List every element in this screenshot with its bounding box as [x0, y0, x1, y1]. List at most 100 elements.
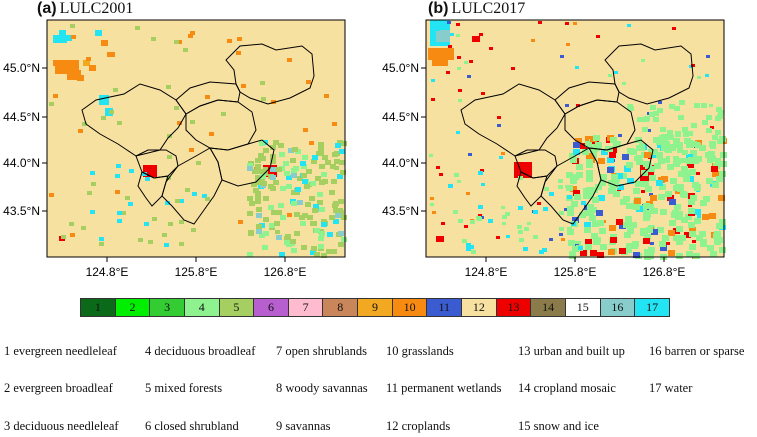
land-cover-cell — [523, 247, 528, 251]
land-cover-cell — [707, 158, 713, 163]
land-cover-cell — [247, 196, 253, 201]
land-cover-cell — [596, 210, 603, 216]
land-cover-cell — [334, 166, 339, 170]
land-cover-cell — [662, 235, 669, 241]
land-cover-cell — [672, 27, 676, 30]
land-cover-cell — [579, 212, 586, 218]
land-cover-cell — [189, 148, 194, 152]
land-cover-cell — [70, 233, 75, 237]
land-cover-cell — [466, 192, 470, 195]
panel-title: (b) LULC2017 — [428, 0, 525, 20]
land-cover-cell — [566, 185, 573, 191]
land-cover-cell — [688, 222, 695, 228]
land-cover-cell — [684, 170, 691, 176]
land-cover-cell — [670, 146, 676, 151]
land-cover-cell — [256, 207, 262, 212]
land-cover-cell — [255, 180, 261, 185]
land-cover-cell — [496, 236, 500, 239]
class-label: 15 snow and ice — [518, 419, 599, 433]
land-cover-cell — [478, 214, 482, 217]
land-cover-cell — [627, 228, 634, 234]
land-cover-cell — [632, 241, 639, 247]
land-cover-cell — [502, 215, 507, 219]
land-cover-cell — [291, 168, 297, 173]
land-cover-cell — [647, 204, 654, 210]
land-cover-cell — [580, 250, 587, 256]
lon-tick-label: 126.8°E — [643, 265, 686, 279]
land-cover-cell — [578, 246, 583, 250]
land-cover-cell — [684, 232, 691, 238]
land-cover-cell — [260, 156, 266, 161]
land-cover-cell — [594, 237, 601, 243]
land-cover-cell — [49, 193, 54, 197]
land-cover-cell — [287, 58, 292, 62]
land-cover-cell — [716, 107, 722, 112]
land-cover-cell — [322, 155, 328, 160]
land-cover-cell — [689, 169, 696, 175]
land-cover-cell — [585, 141, 592, 147]
land-cover-cell — [258, 153, 264, 158]
land-cover-cell — [447, 21, 451, 24]
land-cover-cell — [693, 253, 700, 259]
land-cover-cell — [457, 180, 461, 183]
land-cover-cell — [314, 228, 320, 233]
land-cover-cell — [174, 106, 179, 110]
land-cover-cell — [247, 252, 253, 257]
land-cover-cell — [689, 227, 696, 233]
land-cover-cell — [544, 187, 549, 191]
land-cover-cell — [657, 227, 664, 233]
land-cover-cell — [261, 97, 266, 101]
land-cover-cell — [270, 167, 276, 172]
land-cover-cell — [570, 157, 577, 163]
land-cover-cell — [428, 48, 454, 60]
class-label: 14 cropland mosaic — [518, 381, 616, 395]
lat-tick-label: 44.0°N — [382, 156, 419, 170]
land-cover-cell — [681, 158, 687, 163]
land-cover-cell — [643, 238, 650, 244]
land-cover-cell — [591, 233, 598, 239]
land-cover-cell — [719, 171, 726, 177]
land-cover-cell — [271, 210, 277, 215]
land-cover-cell — [319, 207, 325, 212]
land-cover-cell — [712, 171, 719, 177]
land-cover-cell — [573, 22, 577, 25]
land-cover-cell — [665, 191, 672, 197]
land-cover-cell — [259, 233, 265, 238]
land-cover-cell — [341, 141, 347, 146]
land-cover-cell — [457, 67, 461, 70]
land-cover-cell — [339, 149, 345, 154]
land-cover-cell — [657, 145, 661, 148]
land-cover-cell — [258, 169, 264, 174]
land-cover-cell — [689, 244, 696, 250]
land-cover-cell — [128, 202, 133, 206]
class-label: 1 evergreen needleleaf — [4, 344, 117, 358]
land-cover-cell — [78, 129, 83, 133]
land-cover-cell — [656, 180, 663, 186]
land-cover-cell — [702, 120, 708, 125]
land-cover-cell — [651, 149, 658, 155]
land-cover-cell — [205, 197, 210, 201]
land-cover-cell — [167, 155, 172, 159]
land-cover-cell — [501, 206, 505, 209]
class-label: 17 water — [649, 381, 693, 395]
land-cover-cell — [505, 212, 510, 216]
land-cover-cell — [667, 164, 674, 170]
land-cover-cell — [448, 184, 453, 188]
land-cover-cell — [706, 115, 712, 120]
land-cover-cell — [205, 95, 210, 99]
land-cover-cell — [260, 81, 265, 85]
land-cover-cell — [313, 204, 319, 209]
legend-swatch-7: 7 — [288, 299, 324, 316]
land-cover-cell — [117, 211, 122, 215]
land-cover-cell — [613, 191, 620, 197]
land-cover-cell — [653, 111, 659, 116]
land-cover-cell — [318, 147, 324, 152]
land-cover-cell — [518, 176, 523, 180]
land-cover-cell — [190, 120, 195, 124]
land-cover-cell — [259, 141, 265, 146]
land-cover-map: 45.0°N 44.5°N 44.0°N 43.5°N 124.8°E 125.… — [382, 19, 727, 279]
land-cover-cell — [67, 70, 81, 80]
land-cover-cell — [306, 80, 311, 84]
land-cover-cell — [649, 112, 655, 117]
land-cover-cell — [469, 60, 473, 63]
